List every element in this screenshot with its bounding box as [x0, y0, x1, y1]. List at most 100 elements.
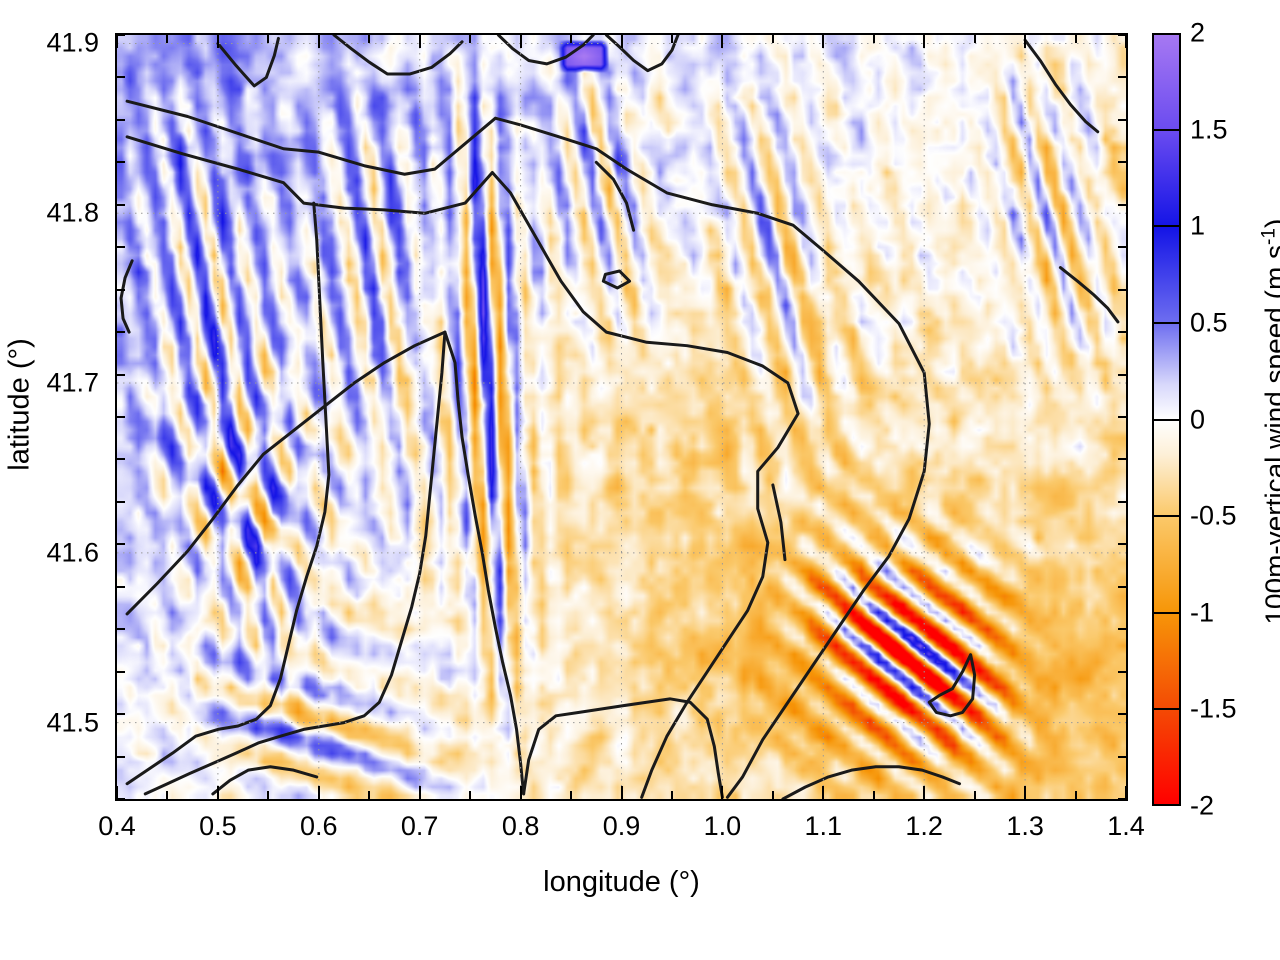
colorbar-tick-label: -1	[1190, 597, 1215, 628]
x-tick-top	[670, 35, 673, 43]
colorbar-tick	[1152, 225, 1181, 228]
x-tick-label: 0.9	[602, 811, 641, 841]
colorbar-tick-label: 2	[1190, 17, 1206, 48]
colorbar-tick	[1152, 321, 1181, 324]
y-tick-right	[1118, 458, 1126, 461]
contour-line	[216, 36, 280, 88]
x-tick	[670, 791, 673, 799]
x-tick-top	[973, 35, 976, 43]
y-tick	[117, 755, 125, 758]
x-tick-label: 0.6	[300, 811, 338, 841]
x-tick-top	[1024, 35, 1027, 48]
contour-line	[781, 765, 962, 799]
x-tick-top	[771, 35, 774, 43]
y-tick	[117, 331, 125, 334]
contour-line	[496, 35, 595, 66]
colorbar-tick	[1152, 128, 1181, 131]
y-tick-right	[1118, 755, 1126, 758]
colorbar-title-exponent: -1	[1258, 228, 1280, 245]
y-tick-right	[1118, 373, 1126, 376]
y-tick-right	[1118, 161, 1126, 164]
x-tick	[418, 786, 421, 799]
x-tick	[923, 786, 926, 799]
colorbar-tick	[1152, 611, 1181, 614]
x-tick-label: 1.0	[703, 811, 742, 841]
y-tick	[117, 458, 125, 461]
y-tick-right	[1118, 500, 1126, 503]
y-axis-title: latitude (°)	[3, 338, 36, 471]
x-tick	[519, 786, 522, 799]
x-tick	[973, 791, 976, 799]
x-tick	[317, 786, 320, 799]
x-tick-label: 1.4	[1107, 811, 1145, 841]
y-tick	[117, 670, 125, 673]
colorbar-tick-label: 0.5	[1190, 307, 1228, 338]
contour-line	[771, 483, 787, 562]
x-tick-top	[418, 35, 421, 48]
y-tick-right	[1118, 331, 1126, 334]
y-tick	[117, 500, 125, 503]
y-tick-right	[1118, 76, 1126, 79]
y-tick-right	[1118, 288, 1126, 291]
contour-line	[125, 135, 800, 799]
x-tick-top	[923, 35, 926, 48]
contour-line	[332, 35, 464, 76]
colorbar-tick-label: 1.5	[1190, 114, 1228, 145]
x-axis-title: longitude (°)	[543, 866, 700, 898]
x-tick	[620, 786, 623, 799]
y-tick	[117, 416, 125, 418]
y-tick-right	[1118, 543, 1126, 546]
x-tick	[1125, 786, 1127, 799]
colorbar-title-main: 100m-vertical wind speed (m s	[1259, 245, 1280, 625]
x-tick	[116, 786, 118, 799]
y-tick	[117, 288, 125, 291]
x-tick	[166, 791, 169, 799]
y-tick	[117, 373, 125, 376]
grid-lines	[117, 35, 1126, 799]
x-tick-top	[822, 35, 825, 48]
y-tick	[117, 161, 125, 164]
x-tick-top	[317, 35, 320, 48]
colorbar-tick	[1152, 418, 1181, 421]
colorbar-title-close: )	[1260, 219, 1280, 228]
contour-line	[604, 35, 680, 73]
x-tick	[368, 791, 371, 799]
x-tick-label: 1.1	[804, 811, 843, 841]
x-tick-label: 0.8	[501, 811, 540, 841]
colorbar-tick-label: 0	[1190, 404, 1206, 434]
y-tick	[117, 76, 125, 79]
y-tick	[117, 246, 125, 249]
x-tick-top	[216, 35, 219, 48]
y-tick	[117, 628, 125, 631]
contour-line	[211, 765, 319, 796]
colorbar-tick-label: -0.5	[1190, 500, 1237, 531]
colorbar-tick-label: 1	[1190, 210, 1206, 241]
y-tick-right	[1118, 585, 1126, 588]
x-tick-label: 1.2	[905, 811, 943, 841]
contour-line	[1058, 266, 1120, 324]
contour-line	[143, 330, 447, 796]
x-tick	[822, 786, 825, 799]
contour-line	[522, 697, 724, 799]
colorbar-tick-label: -1.5	[1190, 693, 1237, 724]
x-tick	[872, 791, 875, 799]
y-tick	[117, 543, 125, 546]
y-tick	[117, 585, 125, 588]
y-tick	[117, 203, 125, 206]
x-tick-top	[721, 35, 724, 48]
x-tick	[216, 786, 219, 799]
y-tick-right	[1118, 798, 1126, 800]
y-tick-right	[1118, 416, 1126, 418]
contour-line	[1023, 38, 1100, 134]
y-tick	[117, 34, 125, 36]
y-tick	[117, 713, 125, 716]
x-tick	[570, 791, 573, 799]
y-tick-right	[1118, 670, 1126, 673]
contour-line	[119, 259, 134, 334]
colorbar-tick	[1152, 708, 1181, 711]
x-tick-label: 0.4	[98, 811, 136, 841]
y-tick-right	[1118, 34, 1126, 36]
x-tick-label: 0.5	[199, 811, 237, 841]
x-tick	[469, 791, 472, 799]
